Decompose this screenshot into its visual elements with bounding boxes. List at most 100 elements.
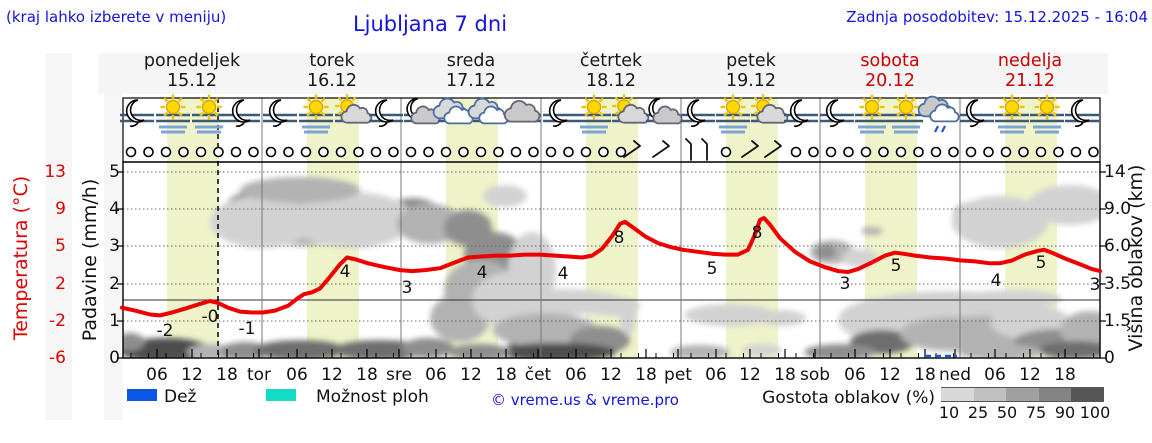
left-strip-precip <box>104 53 123 420</box>
day-header-sobota: sobota 20.12 <box>820 51 960 91</box>
calm-wind-icon <box>265 146 277 158</box>
calm-wind-icon <box>1000 146 1012 158</box>
day-header-petek: petek 19.12 <box>681 51 821 91</box>
precip-tick: 1 <box>109 311 120 331</box>
weather-icon-moon-fog <box>784 99 818 127</box>
weather-icon-sun-fog <box>577 94 611 134</box>
calm-wind-icon <box>160 146 172 158</box>
time-tick-18: 18 <box>216 365 238 385</box>
weather-icon-moon-fog <box>1065 99 1099 127</box>
copyright-link[interactable]: © vreme.us & vreme.pro <box>491 391 679 409</box>
calm-wind-icon <box>318 146 329 158</box>
sun-ray <box>1051 111 1057 117</box>
calm-wind-icon <box>440 146 452 158</box>
temp-tick: 13 <box>44 162 66 182</box>
weather-icon-sun-cloud <box>335 94 373 124</box>
sun-disc <box>165 99 181 115</box>
day-date: 15.12 <box>166 71 218 91</box>
time-tick-18: 18 <box>495 365 517 385</box>
day-header-ponedeljek: ponedeljek 15.12 <box>122 51 262 91</box>
weather-icon-moon-fog <box>263 99 297 127</box>
sun-ray <box>737 97 743 103</box>
sun-ray <box>910 97 916 103</box>
sun-ray <box>584 111 590 117</box>
weather-icon-cloud <box>432 97 474 125</box>
wind-barb-icon <box>652 140 670 158</box>
showers-legend-swatch <box>266 389 296 401</box>
moon-tail <box>378 122 388 127</box>
sun-ray <box>163 111 169 117</box>
moon-tail <box>1074 122 1084 127</box>
sun-ray <box>320 111 326 117</box>
time-tick-06: 06 <box>705 365 727 385</box>
time-tick-06: 06 <box>844 365 866 385</box>
calm-wind-icon <box>143 146 154 158</box>
calm-wind-icon <box>283 146 294 158</box>
moon-tail <box>552 122 562 127</box>
moon-icon <box>268 99 288 123</box>
day-header-torek: torek 16.12 <box>262 51 402 91</box>
sun-ray <box>1002 97 1008 103</box>
sun-ray <box>862 111 868 117</box>
sun-ray <box>306 111 312 117</box>
calm-wind-icon <box>563 146 574 158</box>
weather-icon-moon-fog <box>226 99 260 127</box>
sun-ray <box>598 111 604 117</box>
calm-wind-icon <box>475 146 487 158</box>
weather-icon-sun-fog <box>1030 94 1064 134</box>
sun-ray <box>306 97 312 103</box>
day-name: nedelja <box>997 51 1063 71</box>
weather-icon-cloud <box>467 97 509 125</box>
temperature-point-label: -2 <box>157 321 174 341</box>
moon-icon <box>1070 99 1090 123</box>
page-title: Ljubljana 7 dni <box>352 12 508 36</box>
temperature-point-label: 4 <box>558 264 569 284</box>
calm-wind-icon <box>195 146 207 158</box>
calm-wind-icon <box>405 146 417 158</box>
weather-icon-sun-fog <box>889 94 923 134</box>
temperature-point-label: 3 <box>1090 275 1101 295</box>
day-name: sobota <box>860 51 920 71</box>
moon-tail <box>969 122 979 127</box>
time-tick-06: 06 <box>984 365 1006 385</box>
calm-wind-icon <box>598 146 609 158</box>
time-tick-čet: čet <box>524 365 552 385</box>
weather-icon-cloud-gray <box>503 100 541 123</box>
last-update: Zadnja posodobitev: 15.12.2025 - 16:04 <box>846 8 1148 26</box>
cloud-blob <box>483 185 527 207</box>
density-scale-number: 100 <box>1079 403 1111 422</box>
cloud-blob <box>742 344 782 356</box>
cloud-blob <box>334 340 426 358</box>
calm-wind-icon <box>493 146 504 158</box>
temp-tick: -2 <box>49 311 66 331</box>
calm-wind-icon <box>860 146 872 158</box>
time-tick-12: 12 <box>321 365 343 385</box>
sun-ray <box>320 97 326 103</box>
calm-wind-icon <box>948 146 959 158</box>
cloud-blob <box>402 338 454 358</box>
weather-icon-sun-cloud <box>612 94 650 124</box>
calm-wind-icon <box>1035 146 1047 158</box>
cloud-blob <box>1028 185 1100 225</box>
calm-wind-icon <box>808 146 819 158</box>
cloud-blob <box>758 310 806 326</box>
weather-icon-sun-fog <box>995 94 1029 134</box>
cloud-blob <box>220 342 270 358</box>
cloud-shape <box>410 105 441 125</box>
sun-ray <box>614 96 620 102</box>
time-tick-12: 12 <box>879 365 901 385</box>
cloud-blob <box>962 290 1062 308</box>
calm-wind-icon <box>388 146 399 158</box>
cloud-blob <box>620 301 636 335</box>
wind-barb-icon <box>701 138 708 161</box>
moon-tail <box>829 122 839 127</box>
time-tick-06: 06 <box>146 365 168 385</box>
moon-icon <box>965 99 985 123</box>
temperature-point-label: 4 <box>340 262 351 282</box>
calm-wind-icon <box>458 146 469 158</box>
temperature-point-label: 5 <box>1036 253 1047 273</box>
density-scale-segment <box>1071 387 1104 402</box>
sun-ray <box>177 111 183 117</box>
time-tick-18: 18 <box>774 365 796 385</box>
density-scale-number: 25 <box>967 403 989 422</box>
